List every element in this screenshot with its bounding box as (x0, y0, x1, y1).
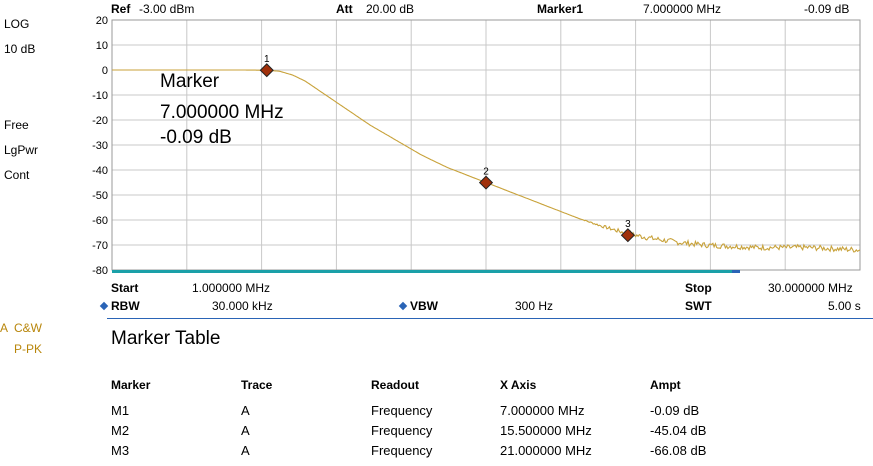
table-divider (107, 318, 873, 319)
y-tick-label: -70 (92, 240, 108, 252)
marker-1-label: 1 (264, 54, 270, 65)
annotation-freq: 7.000000 MHz (160, 102, 284, 123)
marker-table-title: Marker Table (111, 328, 221, 349)
marker-3-point[interactable] (620, 228, 635, 243)
table-cell: A (241, 403, 250, 418)
start-value: 1.000000 MHz (192, 281, 271, 295)
vbw-label: VBW (410, 299, 438, 313)
rbw-diamond-icon (99, 301, 109, 311)
table-cell: A (241, 443, 250, 458)
stop-label: Stop (685, 281, 712, 295)
y-tick-label: -50 (92, 190, 108, 202)
marker-3-label: 3 (625, 219, 631, 230)
table-cell: M2 (111, 423, 130, 438)
sweep-mode: Cont (4, 168, 30, 182)
y-tick-label: 10 (96, 40, 108, 52)
table-cell: -0.09 dB (650, 403, 700, 418)
table-cell: Frequency (371, 403, 433, 418)
marker-2-label: 2 (483, 167, 489, 178)
y-tick-label: -60 (92, 215, 108, 227)
table-cell: 21.000000 MHz (500, 443, 592, 458)
table-header-cell: Readout (371, 378, 419, 392)
trace-ppk-label: P-PK (14, 342, 43, 356)
table-cell: 7.000000 MHz (500, 403, 585, 418)
ref-value: -3.00 dBm (139, 2, 195, 16)
rbw-value: 30.000 kHz (212, 299, 273, 313)
start-label: Start (111, 281, 139, 295)
trigger-mode: Free (4, 118, 29, 132)
detector-mode: LgPwr (4, 143, 39, 157)
ref-label: Ref (111, 2, 131, 16)
vbw-control[interactable]: VBW (398, 299, 438, 313)
trace-a-indicator: A (0, 321, 9, 335)
spectrum-plot[interactable]: 20 10 0 -10 -20 -30 -40 -50 -60 -70 -80 1 2 3 (0, 0, 873, 300)
baseline-end-mark (732, 270, 740, 273)
att-label: Att (336, 2, 353, 16)
stop-value: 30.000000 MHz (768, 281, 853, 295)
table-cell: M1 (111, 403, 130, 418)
table-cell: Frequency (371, 423, 433, 438)
baseline-bar (112, 270, 740, 273)
table-cell: -45.04 dB (650, 423, 707, 438)
table-header-cell: Marker (111, 378, 151, 392)
table-cell: -66.08 dB (650, 443, 707, 458)
rbw-label: RBW (111, 299, 140, 313)
swt-value: 5.00 s (828, 299, 861, 313)
y-tick-label: -80 (92, 265, 108, 277)
marker-header-ampl: -0.09 dB (804, 2, 850, 16)
trace-cw-label: C&W (14, 321, 42, 335)
table-header-cell: Ampt (650, 378, 681, 392)
marker-2-point[interactable] (478, 175, 494, 190)
scale-type: LOG (4, 17, 30, 31)
y-tick-label: -30 (92, 140, 108, 152)
rbw-control[interactable]: RBW (99, 299, 140, 313)
vbw-value: 300 Hz (515, 299, 554, 313)
table-cell: A (241, 423, 250, 438)
annotation-ampl: -0.09 dB (160, 127, 232, 148)
marker-1-point[interactable] (259, 63, 274, 78)
table-cell: Frequency (371, 443, 433, 458)
y-tick-label: 20 (96, 15, 108, 27)
table-cell: M3 (111, 443, 130, 458)
table-header-cell: X Axis (500, 378, 537, 392)
swt-label: SWT (685, 299, 712, 313)
scale-div: 10 dB (4, 42, 36, 56)
y-tick-label: 0 (102, 65, 108, 77)
marker-header-freq: 7.000000 MHz (643, 2, 722, 16)
y-tick-labels: 20 10 0 -10 -20 -30 -40 -50 -60 -70 -80 (92, 15, 108, 277)
y-tick-label: -10 (92, 90, 108, 102)
marker-points: 1 2 3 (259, 54, 635, 243)
y-tick-label: -20 (92, 115, 108, 127)
table-header-cell: Trace (241, 378, 273, 392)
vbw-diamond-icon (398, 301, 408, 311)
marker-header-label: Marker1 (537, 2, 584, 16)
att-value: 20.00 dB (366, 2, 415, 16)
annotation-title: Marker (160, 71, 220, 92)
y-tick-label: -40 (92, 165, 108, 177)
table-cell: 15.500000 MHz (500, 423, 592, 438)
